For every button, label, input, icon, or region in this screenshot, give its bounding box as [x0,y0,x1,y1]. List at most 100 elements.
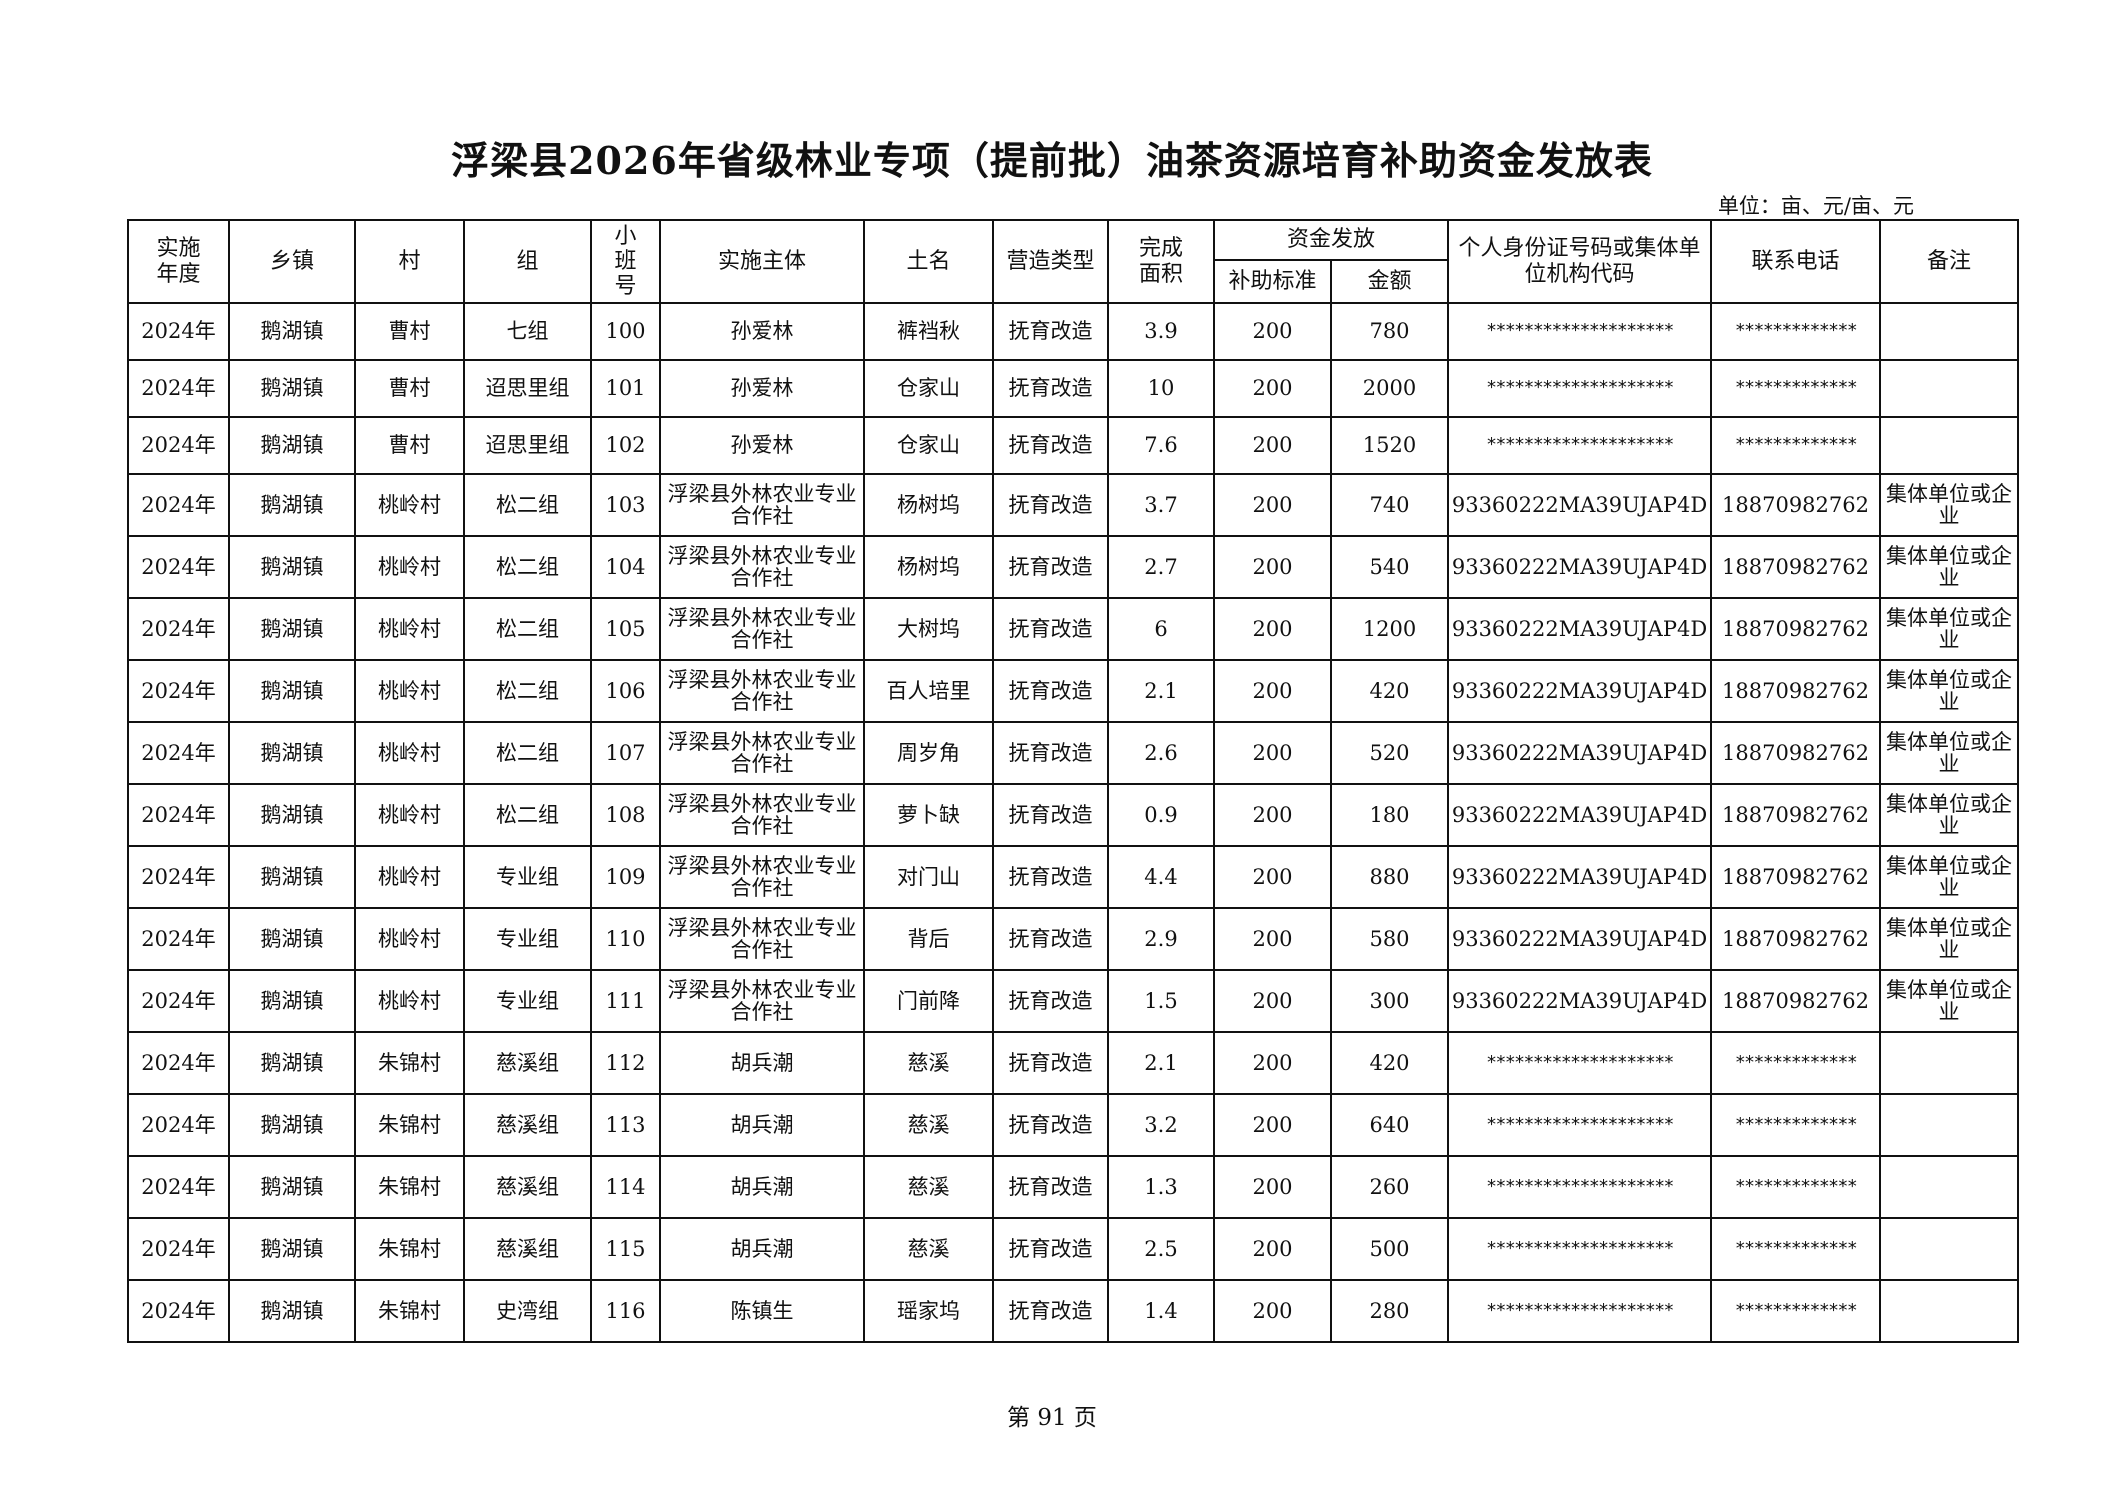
cell-village: 朱锦村 [354,1093,465,1157]
cell-area: 3.2 [1107,1093,1215,1157]
cell-area: 7.6 [1107,416,1215,475]
cell-standard: 200 [1213,597,1332,661]
cell-place: 周岁角 [863,721,994,785]
cell-note [1879,1279,2020,1343]
cell-place: 裤裆秋 [863,302,994,361]
cell-note: 集体单位或企业 [1879,907,2020,971]
cell-entity: 浮梁县外林农业专业合作社 [659,783,865,847]
cell-village: 桃岭村 [354,907,465,971]
cell-standard: 200 [1213,1155,1332,1219]
cell-type: 抚育改造 [992,1279,1109,1343]
cell-id: ******************** [1447,416,1713,475]
cell-entity: 浮梁县外林农业专业合作社 [659,721,865,785]
cell-id: ******************** [1447,1093,1713,1157]
cell-standard: 200 [1213,659,1332,723]
cell-area: 2.6 [1107,721,1215,785]
cell-village: 桃岭村 [354,969,465,1033]
table-row: 2024年 鹅湖镇 桃岭村 松二组 103 浮梁县外林农业专业合作社 杨树坞 抚育改造 3.7 2… [127,473,2020,537]
cell-type: 抚育改造 [992,1217,1109,1281]
page-title: 浮梁县2026年省级林业专项（提前批）油茶资源培育补助资金发放表 [451,138,1653,183]
cell-plot: 115 [590,1217,661,1281]
cell-town: 鹅湖镇 [228,535,356,599]
cell-year: 2024年 [127,473,230,537]
cell-phone: 18870982762 [1710,721,1882,785]
cell-type: 抚育改造 [992,597,1109,661]
cell-phone: ************* [1710,359,1882,418]
table-row: 2024年 鹅湖镇 桃岭村 松二组 107 浮梁县外林农业专业合作社 周岁角 抚育改造 2.6 2… [127,721,2020,785]
header-funding: 资金发放 [1212,219,1450,261]
cell-area: 3.7 [1107,473,1215,537]
table-row: 2024年 鹅湖镇 桃岭村 专业组 111 浮梁县外林农业专业合作社 门前降 抚育改造 1.5 2… [127,969,2020,1033]
cell-amount: 280 [1329,1279,1450,1343]
cell-phone: ************* [1710,1093,1882,1157]
cell-phone: ************* [1710,302,1882,361]
cell-id: ******************** [1447,359,1713,418]
cell-group: 松二组 [463,535,592,599]
cell-amount: 1200 [1329,597,1450,661]
cell-standard: 200 [1213,845,1332,909]
cell-area: 1.4 [1107,1279,1215,1343]
cell-entity: 浮梁县外林农业专业合作社 [659,473,865,537]
cell-amount: 740 [1329,473,1450,537]
table-row: 2024年 鹅湖镇 桃岭村 专业组 109 浮梁县外林农业专业合作社 对门山 抚育改造 4.4 2… [127,845,2020,909]
cell-area: 6 [1107,597,1215,661]
cell-group: 专业组 [463,907,592,971]
cell-type: 抚育改造 [992,721,1109,785]
cell-entity: 陈镇生 [659,1279,865,1343]
cell-plot: 101 [590,359,661,418]
page-number: 第 91 页 [1007,1405,1097,1431]
cell-place: 仓家山 [863,416,994,475]
cell-phone: ************* [1710,1155,1882,1219]
header-amount: 金额 [1329,259,1450,304]
cell-phone: 18870982762 [1710,597,1882,661]
cell-village: 曹村 [354,416,465,475]
cell-type: 抚育改造 [992,845,1109,909]
cell-year: 2024年 [127,907,230,971]
cell-amount: 780 [1329,302,1450,361]
cell-entity: 孙爱林 [659,416,865,475]
cell-id: 93360222MA39UJAP4D [1447,659,1713,723]
header-standard: 补助标准 [1213,259,1332,304]
cell-id: 93360222MA39UJAP4D [1447,783,1713,847]
cell-area: 1.5 [1107,969,1215,1033]
cell-village: 朱锦村 [354,1031,465,1095]
cell-year: 2024年 [127,1093,230,1157]
cell-group: 迢思里组 [463,416,592,475]
cell-town: 鹅湖镇 [228,597,356,661]
cell-town: 鹅湖镇 [228,659,356,723]
header-area: 完成面积 [1107,219,1215,304]
cell-note [1879,416,2020,475]
cell-group: 松二组 [463,597,592,661]
cell-standard: 200 [1213,535,1332,599]
cell-plot: 105 [590,597,661,661]
cell-plot: 107 [590,721,661,785]
table-row: 2024年 鹅湖镇 朱锦村 史湾组 116 陈镇生 瑶家坞 抚育改造 1.4 200 280 ****… [127,1279,2020,1343]
cell-id: 93360222MA39UJAP4D [1447,969,1713,1033]
cell-place: 背后 [863,907,994,971]
table-row: 2024年 鹅湖镇 桃岭村 松二组 105 浮梁县外林农业专业合作社 大树坞 抚育改造 6 200… [127,597,2020,661]
cell-group: 慈溪组 [463,1093,592,1157]
cell-amount: 540 [1329,535,1450,599]
cell-phone: 18870982762 [1710,907,1882,971]
cell-group: 慈溪组 [463,1031,592,1095]
cell-type: 抚育改造 [992,416,1109,475]
cell-amount: 520 [1329,721,1450,785]
cell-phone: ************* [1710,416,1882,475]
cell-phone: 18870982762 [1710,473,1882,537]
table-row: 2024年 鹅湖镇 曹村 七组 100 孙爱林 裤裆秋 抚育改造 3.9 200 780 ******… [127,302,2020,361]
cell-plot: 102 [590,416,661,475]
cell-note: 集体单位或企业 [1879,969,2020,1033]
table-row: 2024年 鹅湖镇 桃岭村 松二组 108 浮梁县外林农业专业合作社 萝卜缺 抚育改造 0.9 2… [127,783,2020,847]
cell-place: 慈溪 [863,1155,994,1219]
cell-id: ******************** [1447,302,1713,361]
cell-id: 93360222MA39UJAP4D [1447,535,1713,599]
cell-standard: 200 [1213,1093,1332,1157]
cell-plot: 106 [590,659,661,723]
cell-year: 2024年 [127,969,230,1033]
cell-town: 鹅湖镇 [228,845,356,909]
cell-area: 2.1 [1107,1031,1215,1095]
cell-standard: 200 [1213,302,1332,361]
cell-standard: 200 [1213,416,1332,475]
table-row: 2024年 鹅湖镇 朱锦村 慈溪组 113 胡兵潮 慈溪 抚育改造 3.2 200 640 *****… [127,1093,2020,1157]
cell-plot: 104 [590,535,661,599]
